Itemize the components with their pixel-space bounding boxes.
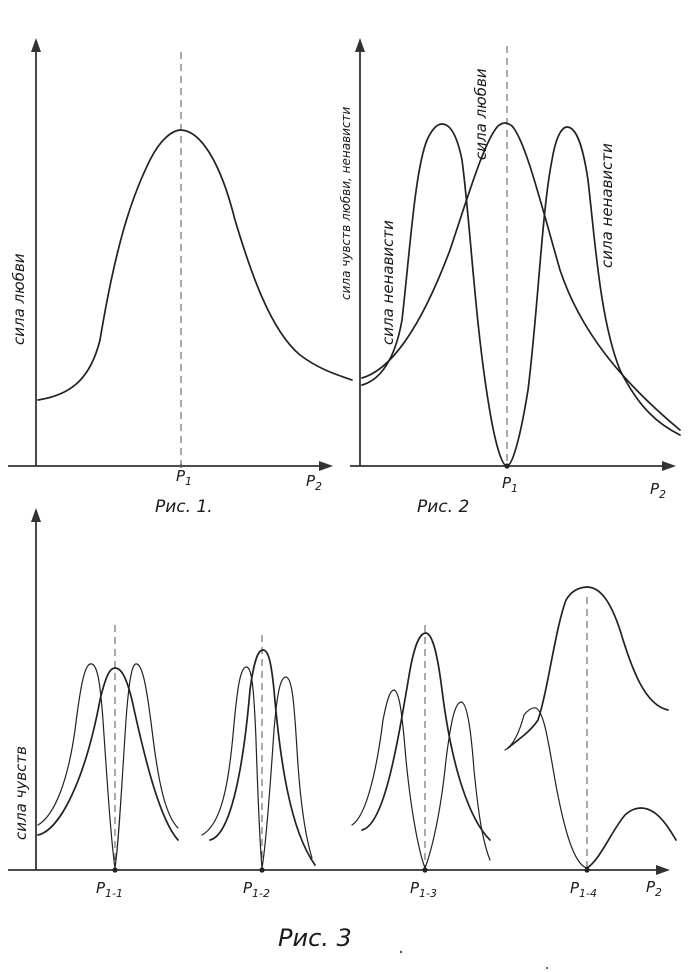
figure-3: сила чувств P1-1 P1-2 P1-3 P1-4 P2 Рис. … bbox=[8, 508, 677, 970]
fig3-group-p1-3 bbox=[351, 625, 491, 873]
figure-2: сила чувств любви, ненависти сила ненави… bbox=[339, 38, 681, 517]
figure-1: сила любви P1 P2 Рис. 1. bbox=[8, 38, 353, 517]
fig1-caption: Рис. 1. bbox=[155, 497, 213, 517]
fig3-tick-p1-1: P1-1 bbox=[96, 879, 123, 900]
fig3-p1-3-love bbox=[361, 632, 491, 841]
fig2-label-love: сила любви bbox=[472, 68, 490, 160]
fig2-x-axis-arrow bbox=[662, 461, 676, 471]
fig2-label-hate-right: сила ненависти bbox=[598, 143, 616, 268]
fig3-p1-2-hate-right bbox=[261, 676, 313, 869]
fig2-tick-p2: P2 bbox=[650, 480, 666, 501]
fig3-p1-4-love bbox=[507, 586, 669, 749]
fig3-group-p1-1 bbox=[37, 625, 179, 873]
fig2-y-axis-arrow bbox=[355, 38, 365, 52]
fig1-tick-p1: P1 bbox=[176, 467, 192, 488]
fig2-hate-curve-left bbox=[361, 123, 508, 467]
fig1-tick-p2: P2 bbox=[306, 472, 322, 493]
fig1-love-curve bbox=[37, 129, 353, 401]
fig3-p1-1-love bbox=[37, 667, 179, 841]
fig1-p1-tick-mark bbox=[179, 464, 183, 468]
fig1-y-label: сила любви bbox=[10, 253, 28, 345]
fig3-p1-3-point bbox=[422, 867, 428, 873]
fig3-x-axis-arrow bbox=[656, 865, 670, 875]
fig3-p1-2-hate-left bbox=[201, 666, 263, 869]
fig1-x-axis-arrow bbox=[319, 461, 333, 471]
fig3-tick-p1-4: P1-4 bbox=[570, 879, 597, 900]
fig3-p1-2-love bbox=[209, 649, 316, 866]
stray-mark bbox=[399, 950, 403, 954]
fig3-tick-p1-3: P1-3 bbox=[410, 879, 437, 900]
fig3-group-p1-4 bbox=[504, 586, 677, 873]
fig2-love-curve bbox=[361, 122, 681, 431]
fig3-p1-4-point bbox=[584, 867, 590, 873]
fig3-y-label: сила чувств bbox=[12, 746, 30, 840]
fig2-label-hate-left: сила ненависти bbox=[379, 220, 397, 345]
fig3-p1-4-hate-left bbox=[504, 707, 588, 869]
fig2-y-label: сила чувств любви, ненависти bbox=[339, 106, 353, 300]
fig3-p1-1-hate-right bbox=[114, 663, 179, 869]
fig3-p1-2-point bbox=[259, 867, 265, 873]
fig3-p1-4-hate-right bbox=[586, 807, 677, 869]
fig3-group-p1-2 bbox=[201, 635, 316, 873]
fig3-tick-p1-2: P1-2 bbox=[243, 879, 270, 900]
fig2-caption: Рис. 2 bbox=[417, 497, 469, 517]
fig3-tick-p2: P2 bbox=[646, 878, 662, 899]
fig3-p1-1-hate-left bbox=[37, 663, 116, 869]
fig2-hate-curve-right bbox=[506, 126, 681, 467]
fig2-p1-point bbox=[504, 463, 510, 469]
fig3-y-axis-arrow bbox=[31, 508, 41, 522]
fig1-y-axis-arrow bbox=[31, 38, 41, 52]
fig3-caption: Рис. 3 bbox=[278, 924, 352, 952]
fig2-tick-p1: P1 bbox=[502, 474, 518, 495]
fig3-p1-3-hate-right bbox=[424, 701, 491, 869]
stray-mark bbox=[545, 966, 549, 970]
fig3-p1-3-hate-left bbox=[351, 689, 426, 869]
fig3-p1-1-point bbox=[112, 867, 118, 873]
